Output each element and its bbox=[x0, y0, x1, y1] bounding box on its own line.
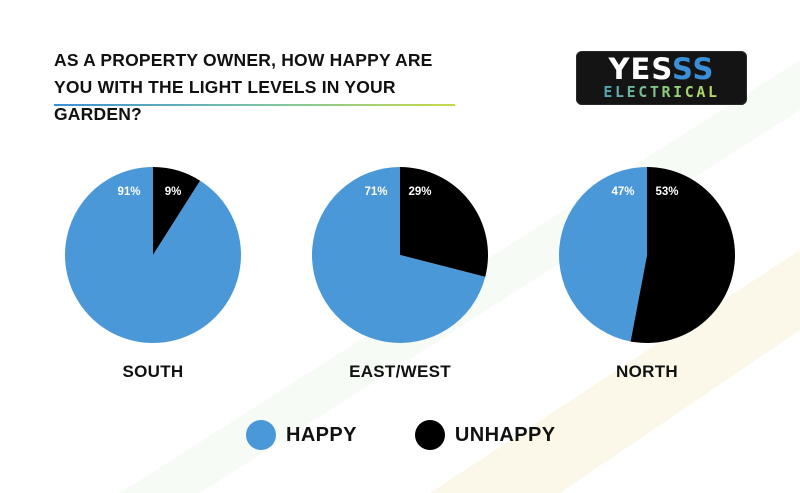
pie-north-label-unhappy: 53% bbox=[655, 186, 678, 198]
pie-south-slice-happy bbox=[65, 167, 242, 343]
pie-south: 91% 9% SOUTH bbox=[65, 167, 242, 381]
pie-north-slice-unhappy bbox=[630, 167, 735, 343]
title-underline bbox=[54, 104, 455, 106]
pie-south-label-unhappy: 9% bbox=[165, 186, 182, 198]
pie-east-west-slice-unhappy bbox=[400, 167, 488, 277]
legend-item-happy: HAPPY bbox=[246, 420, 357, 450]
yesss-electrical-logo: YESSS ELECTRICAL bbox=[576, 51, 747, 105]
pie-south-title: SOUTH bbox=[123, 362, 184, 381]
logo-subtitle: ELECTRICAL bbox=[576, 84, 747, 100]
legend-swatch-unhappy bbox=[414, 420, 445, 450]
pie-south-label-happy: 91% bbox=[117, 186, 140, 198]
chart-title: As a property owner, how happy are you w… bbox=[54, 47, 474, 128]
pie-north-title: NORTH bbox=[616, 362, 678, 381]
pie-east-west: 71% 29% EAST/WEST bbox=[311, 167, 488, 381]
pie-east-west-slice-happy bbox=[311, 167, 486, 344]
legend-swatch-happy bbox=[246, 420, 276, 450]
legend: HAPPY UNHAPPY bbox=[246, 416, 614, 454]
pie-north: 47% 53% NORTH bbox=[559, 167, 735, 381]
logo-yes: YES bbox=[608, 52, 672, 86]
legend-label-happy: HAPPY bbox=[286, 423, 357, 446]
pie-east-west-label-happy: 71% bbox=[364, 186, 387, 198]
logo-wordmark: YESSS bbox=[576, 54, 747, 84]
pie-south-slice-unhappy bbox=[153, 167, 201, 255]
chart-title-line-1: As a property owner, how happy are bbox=[54, 50, 433, 70]
pie-east-west-title: EAST/WEST bbox=[349, 362, 451, 381]
pie-east-west-label-unhappy: 29% bbox=[408, 186, 431, 198]
legend-label-unhappy: UNHAPPY bbox=[454, 423, 556, 446]
pie-north-label-happy: 47% bbox=[611, 186, 634, 198]
legend-item-unhappy: UNHAPPY bbox=[414, 420, 556, 450]
chart-title-line-2: you with the light levels in your garden… bbox=[54, 77, 396, 124]
pie-north-slice-happy bbox=[559, 167, 647, 342]
logo-ss: SS bbox=[671, 52, 715, 86]
